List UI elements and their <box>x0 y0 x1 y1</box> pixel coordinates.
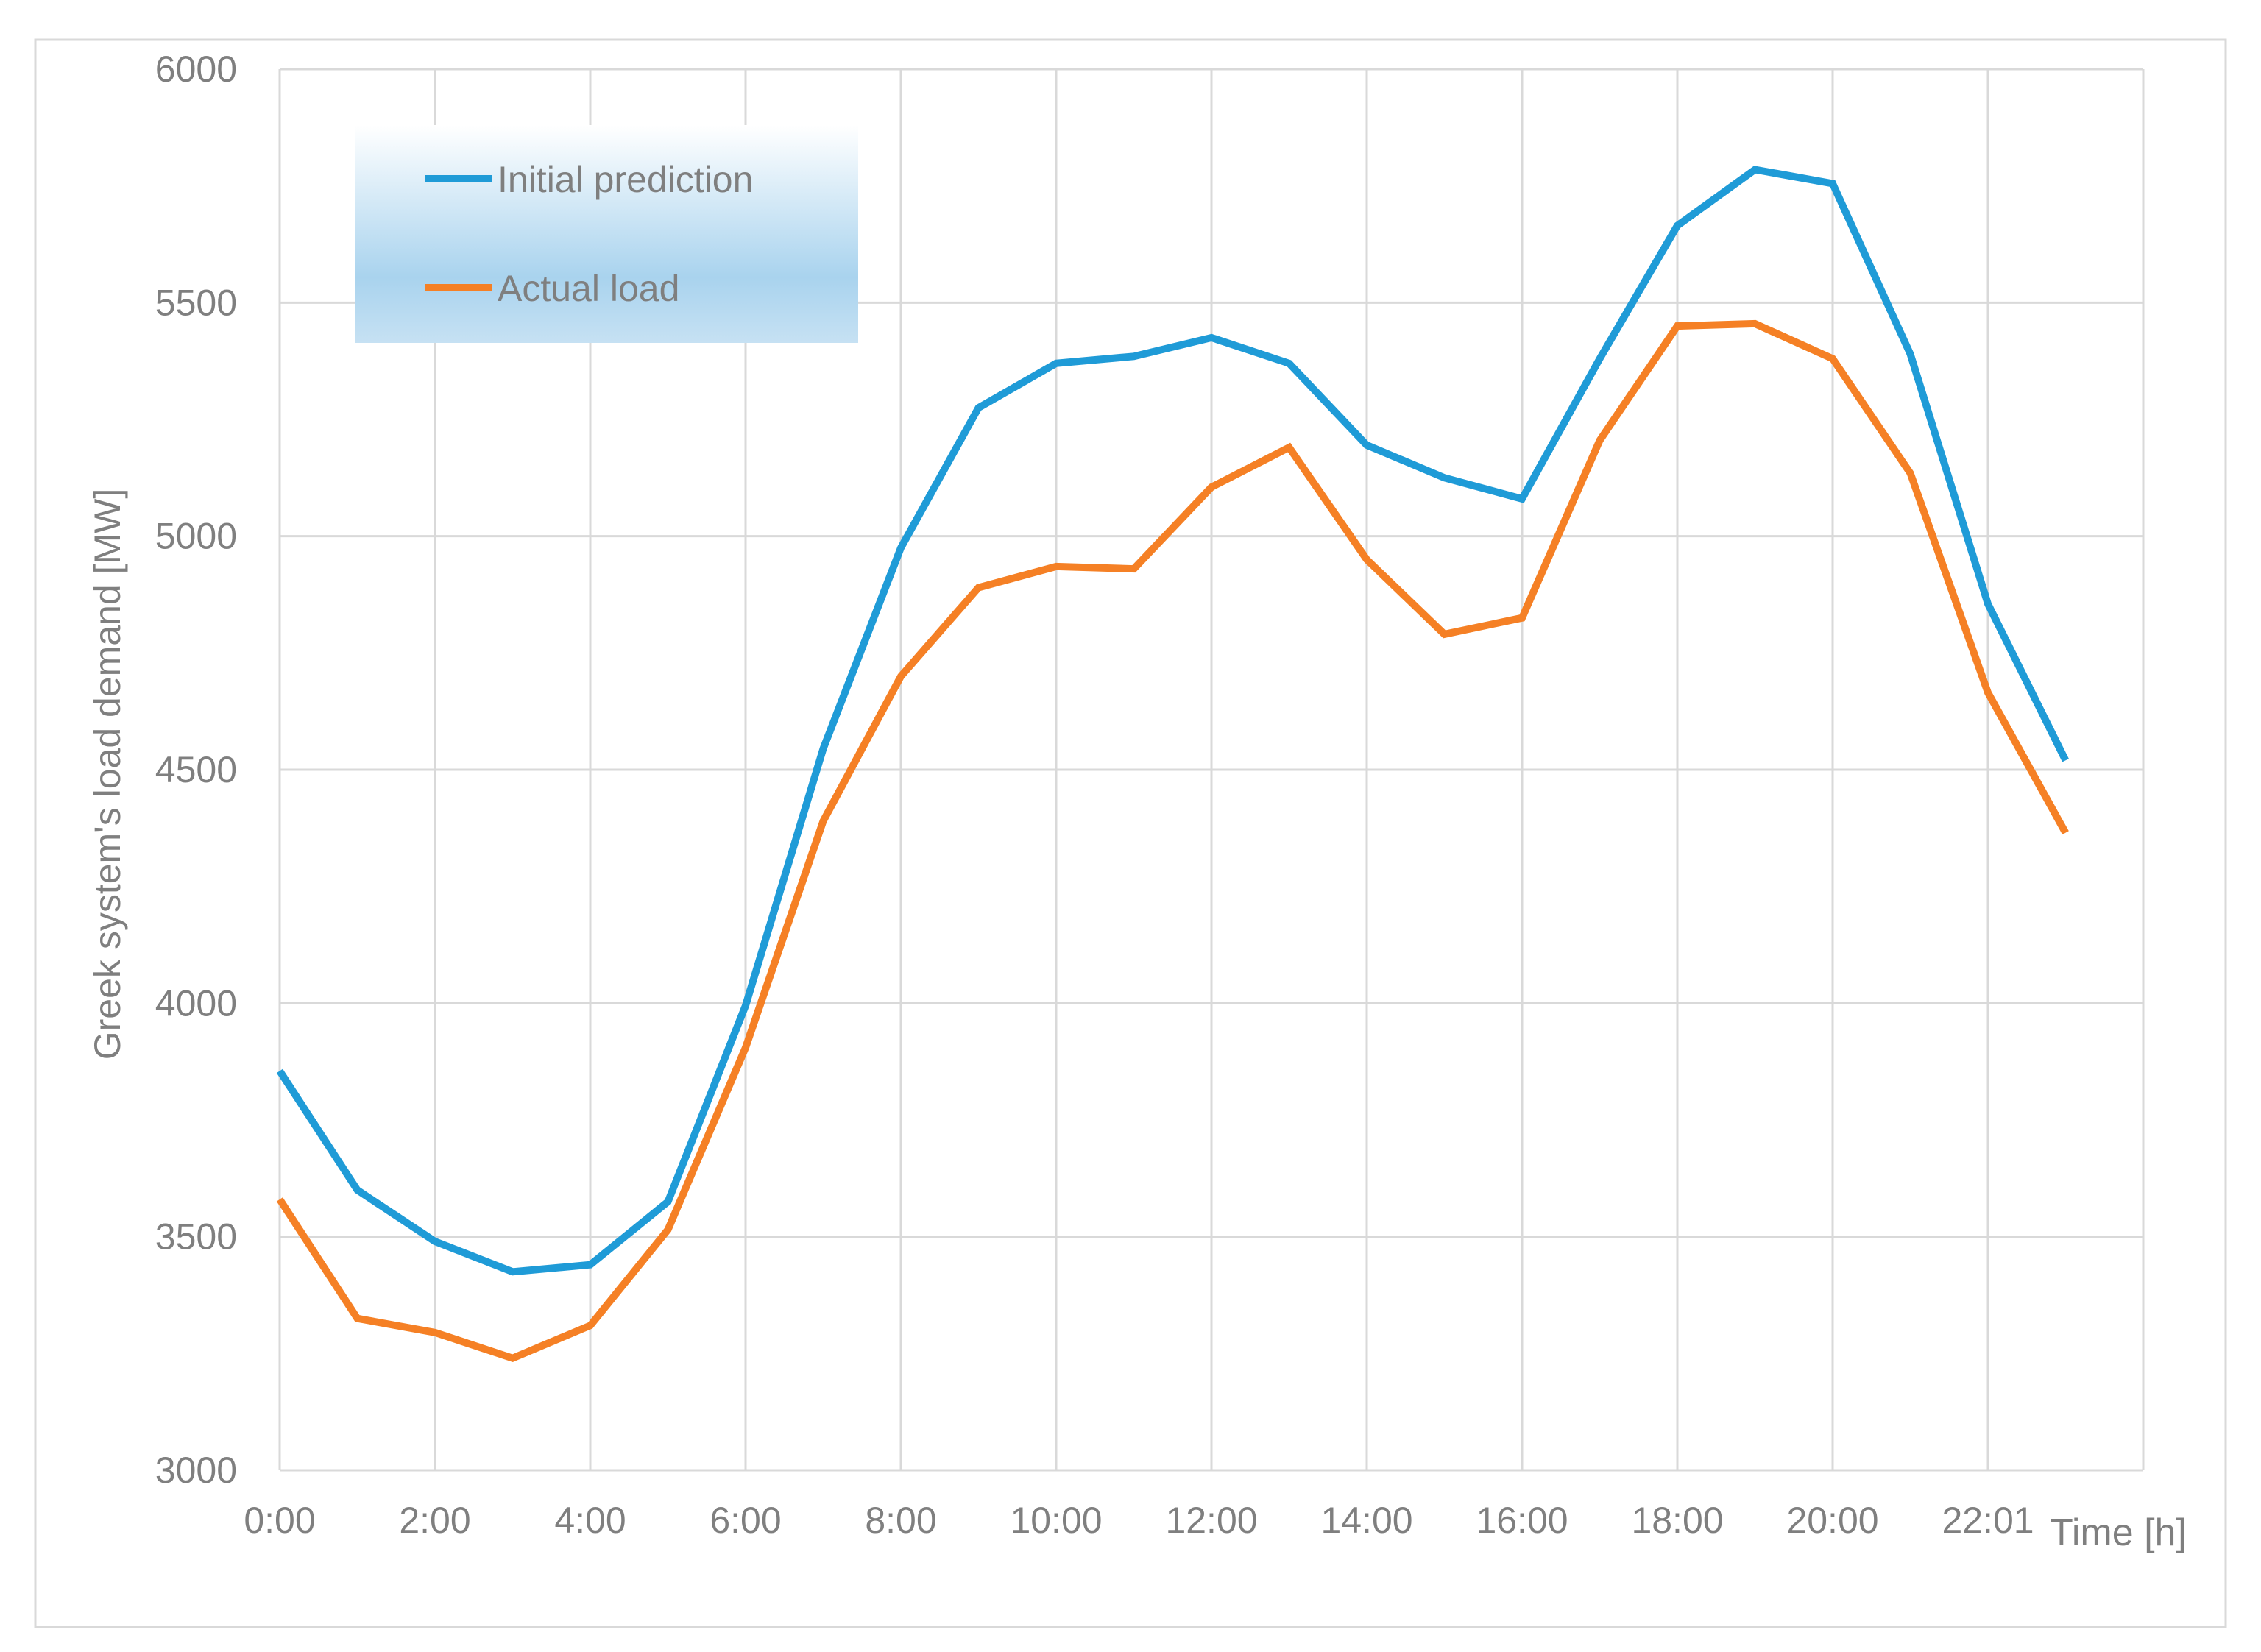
legend-box <box>355 125 858 343</box>
y-axis-title: Greek system's load demand [MW] <box>87 489 128 1060</box>
y-tick-label: 3500 <box>155 1216 237 1258</box>
x-tick-label: 0:00 <box>244 1500 315 1541</box>
axes: 3000 3500 4000 4500 5000 5500 6000 0:00 2:00 4:00… <box>155 49 2034 1541</box>
y-tick-label: 5500 <box>155 282 237 323</box>
y-tick-label: 3000 <box>155 1450 237 1491</box>
series-line-actual-load <box>276 319 2069 1363</box>
legend-label: Actual load <box>498 268 679 309</box>
x-tick-label: 6:00 <box>710 1500 781 1541</box>
x-tick-label: 8:00 <box>865 1500 936 1541</box>
y-tick-label: 4500 <box>155 749 237 790</box>
x-tick-label: 22:01 <box>1942 1500 2034 1541</box>
y-tick-label: 5000 <box>155 516 237 557</box>
x-tick-label: 4:00 <box>554 1500 626 1541</box>
x-tick-label: 16:00 <box>1476 1500 1568 1541</box>
x-tick-label: 14:00 <box>1320 1500 1412 1541</box>
x-axis-title: Time [h] <box>2050 1511 2187 1554</box>
x-tick-label: 20:00 <box>1786 1500 1878 1541</box>
legend: Initial prediction Actual load <box>355 125 858 343</box>
x-tick-label: 18:00 <box>1631 1500 1723 1541</box>
y-tick-label: 6000 <box>155 49 237 90</box>
x-tick-label: 2:00 <box>399 1500 470 1541</box>
series <box>276 166 2069 1363</box>
series-line-initial-prediction <box>276 166 2069 1276</box>
x-tick-label: 10:00 <box>1010 1500 1102 1541</box>
y-tick-label: 4000 <box>155 982 237 1024</box>
legend-label: Initial prediction <box>498 159 753 200</box>
x-tick-label: 12:00 <box>1165 1500 1257 1541</box>
